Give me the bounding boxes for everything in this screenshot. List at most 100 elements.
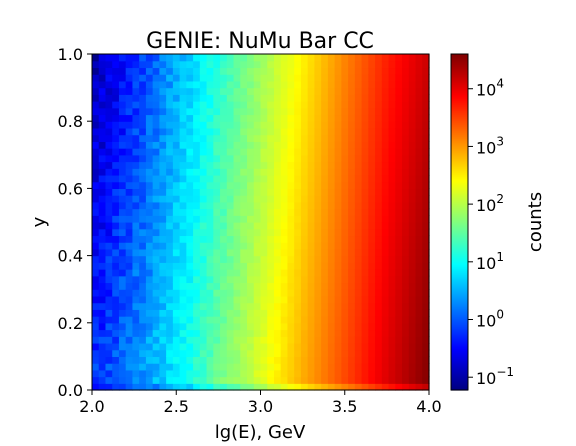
- heatmap-cell: [139, 363, 147, 371]
- heatmap-cell: [314, 235, 322, 243]
- heatmap-cell: [273, 188, 282, 196]
- heatmap-cell: [294, 195, 302, 203]
- heatmap-cell: [334, 383, 342, 391]
- heatmap-cell: [361, 262, 369, 270]
- heatmap-cell: [267, 316, 275, 324]
- heatmap-cell: [253, 342, 262, 351]
- heatmap-cell: [287, 349, 295, 357]
- heatmap-cell: [354, 127, 363, 136]
- heatmap-cell: [294, 349, 302, 357]
- heatmap-cell: [361, 329, 369, 337]
- heatmap-cell: [233, 316, 241, 324]
- heatmap-cell: [314, 87, 322, 95]
- heatmap-cell: [334, 67, 342, 75]
- heatmap-cell: [253, 121, 262, 129]
- heatmap-cell: [145, 87, 154, 95]
- heatmap-cell: [179, 208, 187, 216]
- heatmap-cell: [226, 74, 235, 82]
- heatmap-cell: [199, 141, 208, 149]
- heatmap-cell: [139, 195, 147, 203]
- heatmap-cell: [388, 235, 396, 243]
- heatmap-cell: [152, 188, 160, 196]
- heatmap-cell: [112, 222, 120, 230]
- heatmap-cell: [247, 356, 255, 364]
- heatmap-cell: [375, 235, 383, 243]
- heatmap-cell: [307, 80, 316, 89]
- heatmap-cell: [233, 168, 241, 176]
- heatmap-cell: [388, 168, 396, 176]
- heatmap-cell: [179, 295, 187, 304]
- heatmap-cell: [145, 188, 154, 196]
- heatmap-cell: [348, 322, 356, 331]
- heatmap-cell: [193, 275, 201, 284]
- heatmap-cell: [233, 289, 241, 297]
- heatmap-cell: [240, 174, 248, 183]
- heatmap-cell: [327, 94, 336, 102]
- heatmap-cell: [152, 336, 160, 344]
- heatmap-cell: [247, 161, 255, 169]
- heatmap-cell: [152, 60, 160, 69]
- heatmap-cell: [98, 154, 107, 163]
- heatmap-cell: [159, 94, 167, 102]
- heatmap-cell: [327, 255, 336, 263]
- heatmap-cell: [307, 363, 316, 371]
- heatmap-cell: [321, 322, 329, 331]
- heatmap-cell: [415, 269, 423, 277]
- heatmap-cell: [220, 188, 228, 196]
- heatmap-cell: [152, 269, 160, 277]
- heatmap-cell: [267, 201, 275, 210]
- heatmap-cell: [354, 269, 363, 277]
- heatmap-cell: [314, 342, 322, 351]
- heatmap-cell: [294, 154, 302, 163]
- heatmap-cell: [354, 87, 363, 95]
- heatmap-cell: [220, 363, 228, 371]
- heatmap-cell: [294, 336, 302, 344]
- heatmap-cell: [186, 275, 194, 284]
- heatmap-cell: [145, 376, 154, 384]
- heatmap-cell: [280, 87, 289, 95]
- heatmap-cell: [307, 329, 316, 337]
- heatmap-cell: [300, 94, 309, 102]
- heatmap-cell: [220, 329, 228, 337]
- heatmap-cell: [368, 208, 376, 216]
- heatmap-cell: [206, 269, 214, 277]
- heatmap-cell: [118, 148, 127, 156]
- heatmap-cell: [327, 383, 336, 391]
- heatmap-cell: [348, 161, 356, 169]
- heatmap-cell: [166, 363, 174, 371]
- heatmap-cell: [213, 148, 221, 156]
- heatmap-cell: [118, 342, 127, 351]
- heatmap-cell: [314, 121, 322, 129]
- colorbar-segment: [451, 370, 468, 373]
- heatmap-cell: [300, 349, 309, 357]
- heatmap-cell: [105, 127, 113, 136]
- heatmap-cell: [220, 275, 228, 284]
- heatmap-cell: [112, 356, 120, 364]
- colorbar-frame: [450, 53, 469, 391]
- heatmap-cell: [132, 302, 140, 310]
- heatmap-cell: [247, 269, 255, 277]
- heatmap-cell: [415, 215, 423, 223]
- heatmap-cell: [321, 195, 329, 203]
- heatmap-cell: [354, 107, 363, 116]
- heatmap-cell: [152, 87, 160, 95]
- heatmap-cell: [112, 60, 120, 69]
- heatmap-cell: [240, 275, 248, 284]
- heatmap-cell: [381, 74, 390, 82]
- heatmap-cell: [395, 141, 403, 149]
- heatmap-cell: [402, 316, 410, 324]
- heatmap-cell: [294, 67, 302, 75]
- heatmap-cell: [280, 322, 289, 331]
- heatmap-cell: [186, 235, 194, 243]
- heatmap-cell: [287, 248, 295, 257]
- heatmap-cell: [408, 107, 417, 116]
- heatmap-cell: [233, 356, 241, 364]
- heatmap-cell: [125, 329, 134, 337]
- heatmap-cell: [267, 127, 275, 136]
- heatmap-cell: [307, 262, 316, 270]
- heatmap-cell: [402, 349, 410, 357]
- heatmap-cell: [368, 201, 376, 210]
- heatmap-cell: [220, 134, 228, 142]
- heatmap-cell: [145, 282, 154, 290]
- heatmap-cell: [233, 127, 241, 136]
